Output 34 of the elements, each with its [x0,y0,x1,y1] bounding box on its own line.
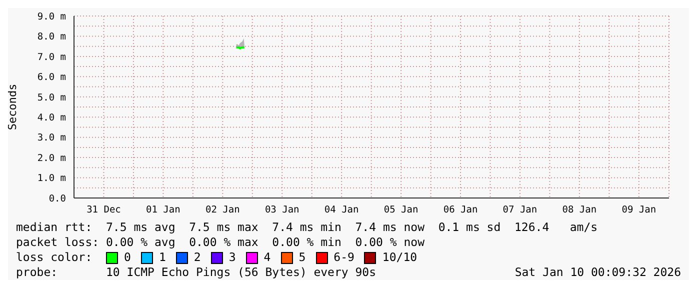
y-tick-label: 1.0 m [37,173,66,184]
text: median rtt: 7.5 ms avg 7.5 ms max 7.4 ms min 7.4 ms now 0.1 ms sd 126.4 am/s [16,220,599,235]
legend-label: 6-9 [334,250,354,265]
x-tick-label: 02 Jan [205,204,240,216]
legend-label: 1 [158,250,166,265]
x-tick-label: 06 Jan [443,204,478,216]
x-tick-label: 01 Jan [146,204,180,216]
y-tick-label: 5.0 m [37,92,66,104]
x-tick-label: 05 Jan [384,204,418,216]
text: packet loss: 0.00 % avg 0.00 % max 0.00 % min 0.00 % now [16,235,426,250]
legend-label: 2 [194,250,201,265]
x-tick-label: 09 Jan [622,204,656,216]
legend-label: 10/10 [382,250,418,265]
x-tick-label: 31 Dec [86,204,121,216]
y-tick-label: 7.0 m [37,52,66,63]
legend-label: 0 [124,250,131,265]
text: probe: 10 ICMP Echo Pings (56 Bytes) every 90s [16,265,376,280]
y-tick-label: 6.0 m [37,72,66,84]
y-axis-title: Seconds [6,84,19,130]
legend-label: 5 [298,250,306,265]
y-tick-label: 3.0 m [37,132,66,144]
x-tick-label: 04 Jan [324,204,359,216]
x-tick-label: 03 Jan [264,204,300,216]
y-tick-label: 9.0 m [37,11,66,22]
legend-label: 3 [228,250,236,265]
x-tick-label: 08 Jan [562,204,597,216]
y-tick-label: 8.0 m [37,32,66,43]
x-tick-label: 07 Jan [502,204,538,216]
legend-title: loss color: [16,250,94,265]
y-tick-label: 2.0 m [37,152,66,164]
y-tick-label: 4.0 m [37,112,66,124]
text: Sat Jan 10 00:09:32 2026 [514,265,681,280]
y-tick-label: 0.0 [48,193,66,204]
legend-label: 4 [264,250,271,265]
